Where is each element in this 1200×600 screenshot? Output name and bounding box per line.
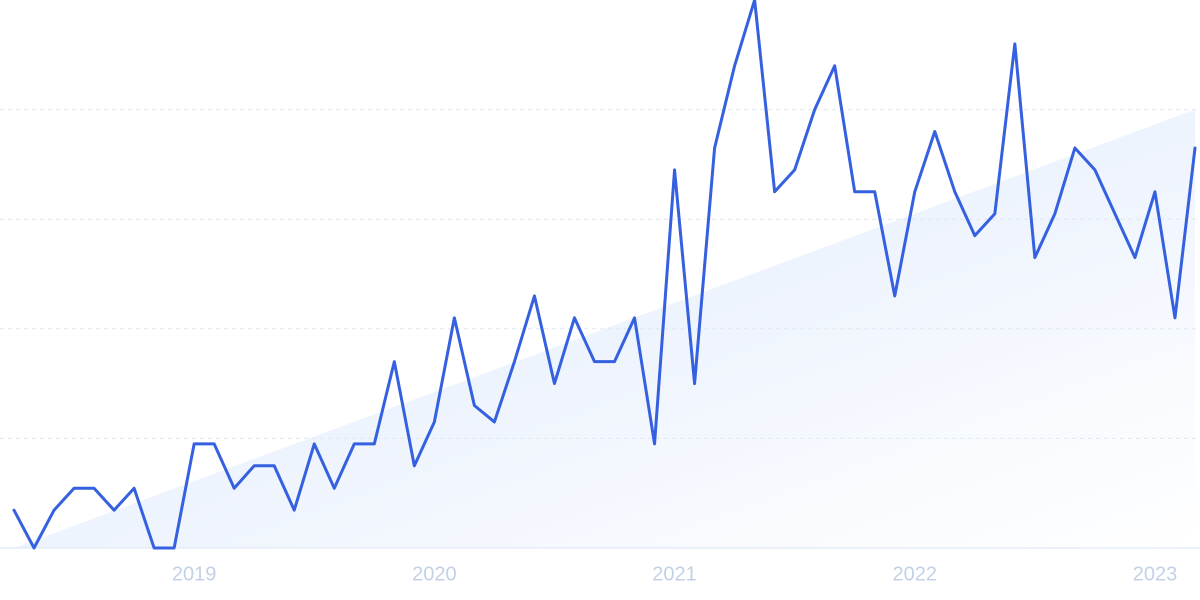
x-tick-label: 2023	[1133, 563, 1178, 585]
x-tick-label: 2022	[893, 563, 938, 585]
line	[12, 0, 1197, 550]
x-tick-label: 2019	[172, 563, 217, 585]
x-tick-label: 2020	[412, 563, 457, 585]
x-tick-label: 2021	[652, 563, 697, 585]
